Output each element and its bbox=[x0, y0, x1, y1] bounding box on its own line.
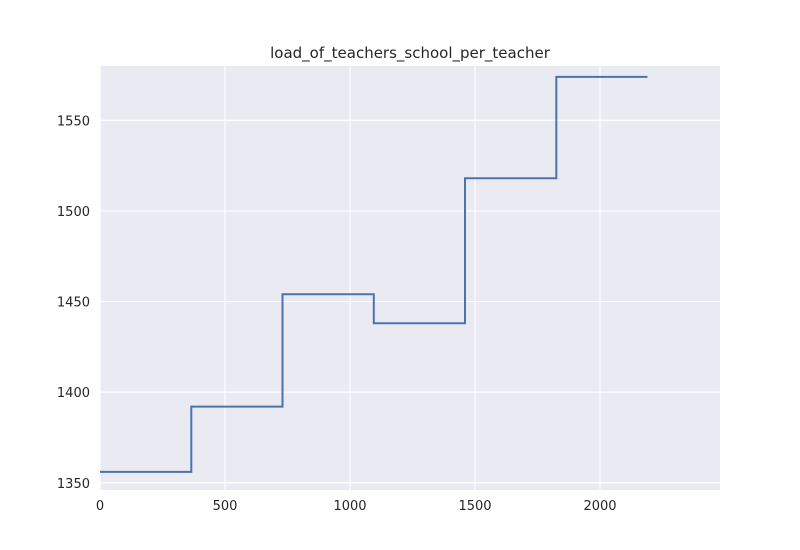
tick-labels: 0 500 1000 1500 2000 1350 1400 1450 1500 1550 bbox=[57, 114, 617, 514]
y-tick-label: 1350 bbox=[57, 477, 90, 492]
plot-area bbox=[100, 66, 720, 490]
grid bbox=[99, 66, 720, 490]
x-tick-label: 500 bbox=[213, 499, 238, 514]
y-tick-label: 1500 bbox=[57, 205, 90, 220]
y-tick-label: 1550 bbox=[57, 114, 90, 129]
x-tick-label: 1500 bbox=[458, 499, 491, 514]
y-tick-label: 1400 bbox=[57, 386, 90, 401]
x-tick-label: 0 bbox=[96, 499, 104, 514]
series-line bbox=[100, 75, 648, 473]
x-tick-label: 2000 bbox=[583, 499, 616, 514]
y-tick-label: 1450 bbox=[57, 296, 90, 311]
chart-title: load_of_teachers_school_per_teacher bbox=[270, 44, 551, 63]
x-tick-label: 1000 bbox=[333, 499, 366, 514]
